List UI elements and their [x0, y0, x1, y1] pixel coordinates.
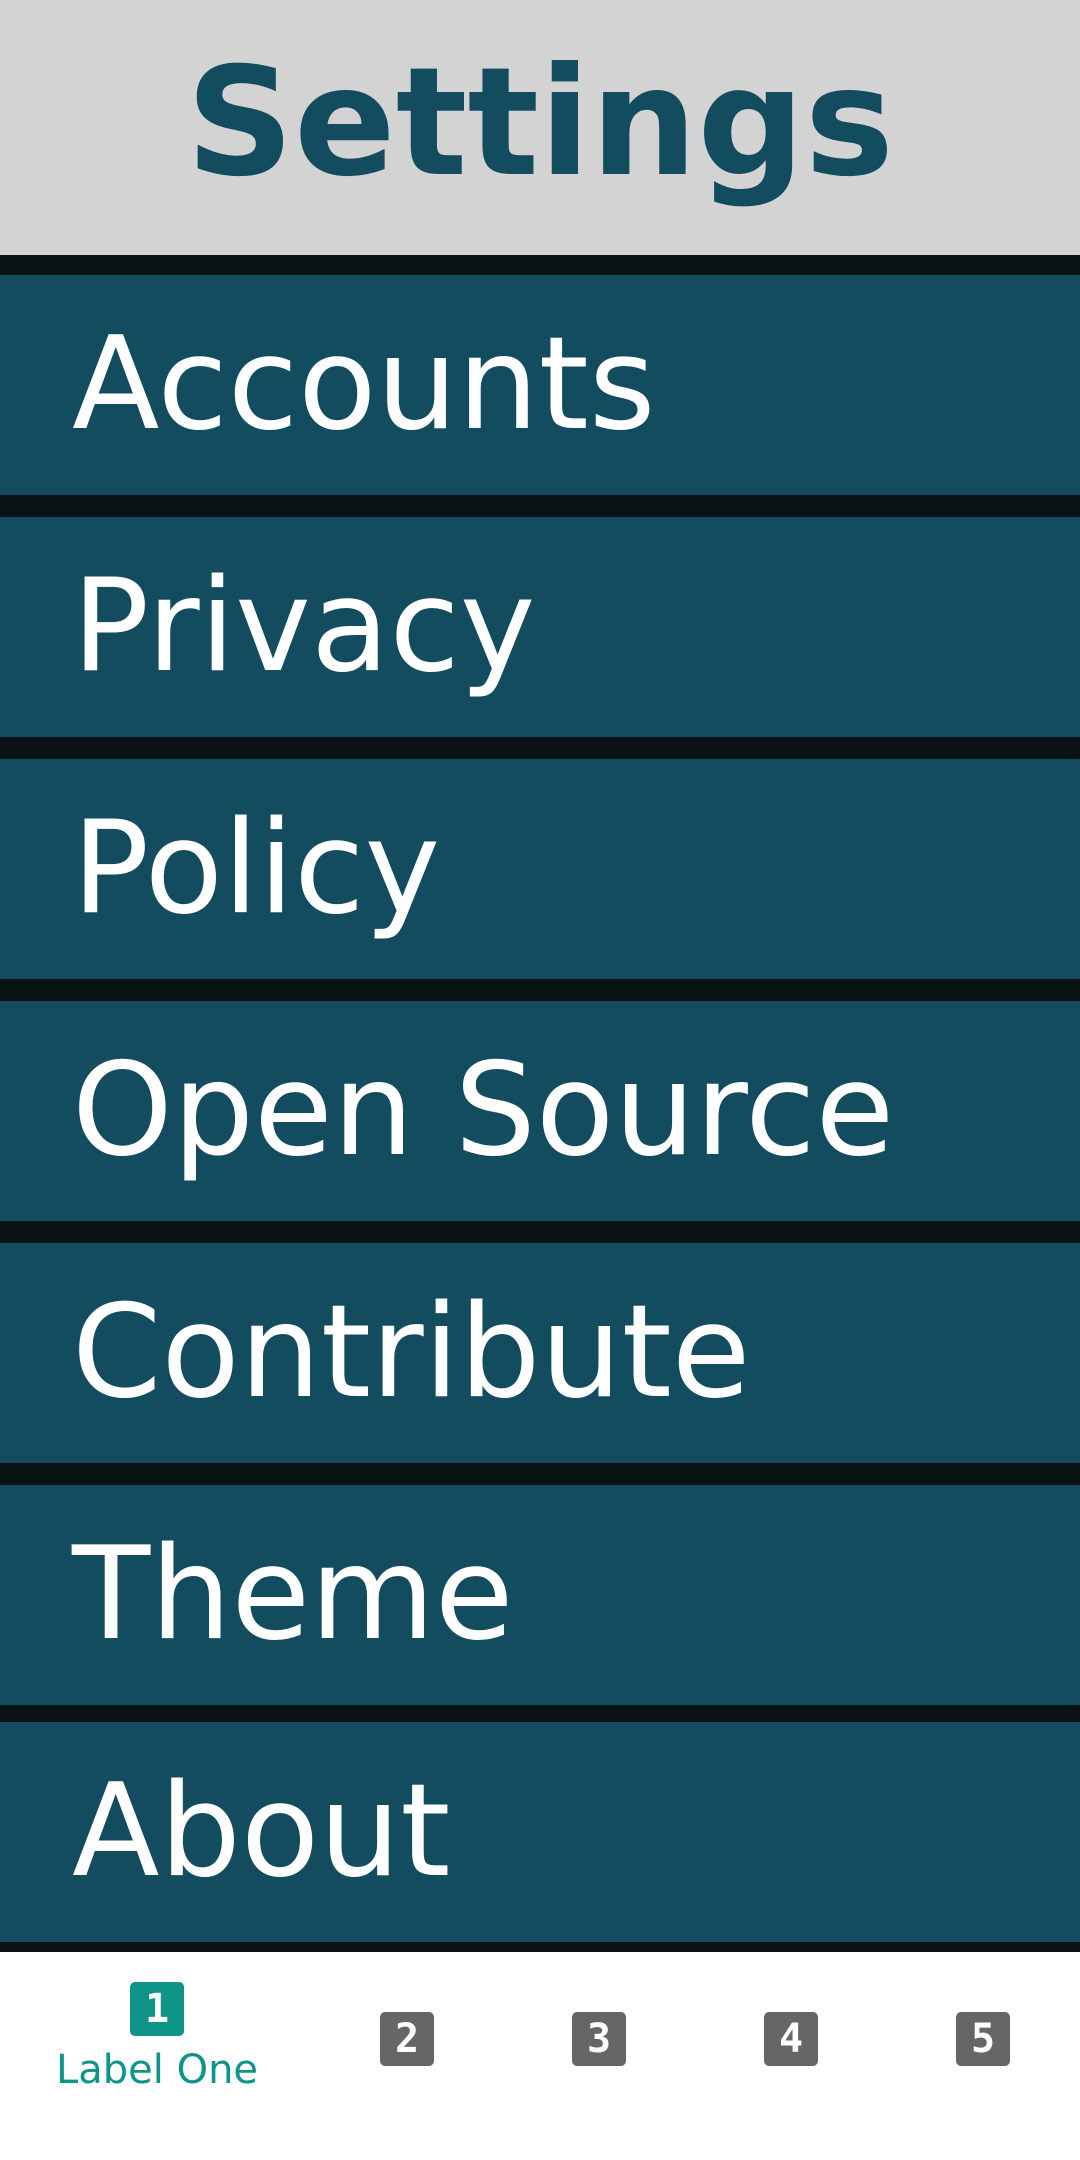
page-title: Settings — [185, 35, 895, 210]
menu-item-label: Open Source — [72, 1036, 895, 1185]
menu-item-label: Accounts — [72, 310, 656, 459]
menu-item-label: Policy — [72, 794, 441, 943]
menu-item-label: Theme — [72, 1520, 514, 1669]
menu-item-label: About — [72, 1757, 451, 1906]
nav-tab-3[interactable]: 3 — [519, 1952, 679, 2160]
number-5-icon: 5 — [956, 2012, 1010, 2066]
bottom-navigation: 1 Label One 2 3 4 5 — [0, 1952, 1080, 2160]
nav-tab-5[interactable]: 5 — [903, 1952, 1063, 2160]
menu-item-policy[interactable]: Policy — [0, 759, 1080, 979]
menu-item-theme[interactable]: Theme — [0, 1485, 1080, 1705]
menu-item-about[interactable]: About — [0, 1722, 1080, 1942]
menu-item-accounts[interactable]: Accounts — [0, 275, 1080, 495]
nav-tab-label: Label One — [55, 2047, 259, 2093]
menu-item-privacy[interactable]: Privacy — [0, 517, 1080, 737]
app-header: Settings — [0, 0, 1080, 255]
number-4-icon: 4 — [764, 2012, 818, 2066]
menu-item-label: Privacy — [72, 552, 536, 701]
number-3-icon: 3 — [572, 2012, 626, 2066]
menu-item-label: Contribute — [72, 1278, 751, 1427]
nav-tab-1[interactable]: 1 Label One — [55, 1952, 259, 2160]
menu-item-contribute[interactable]: Contribute — [0, 1243, 1080, 1463]
settings-menu: Accounts Privacy Policy Open Source Cont… — [0, 255, 1080, 1952]
menu-item-open-source[interactable]: Open Source — [0, 1001, 1080, 1221]
nav-tab-2[interactable]: 2 — [327, 1952, 487, 2160]
nav-tab-4[interactable]: 4 — [711, 1952, 871, 2160]
number-2-icon: 2 — [380, 2012, 434, 2066]
number-1-icon: 1 — [130, 1982, 184, 2036]
